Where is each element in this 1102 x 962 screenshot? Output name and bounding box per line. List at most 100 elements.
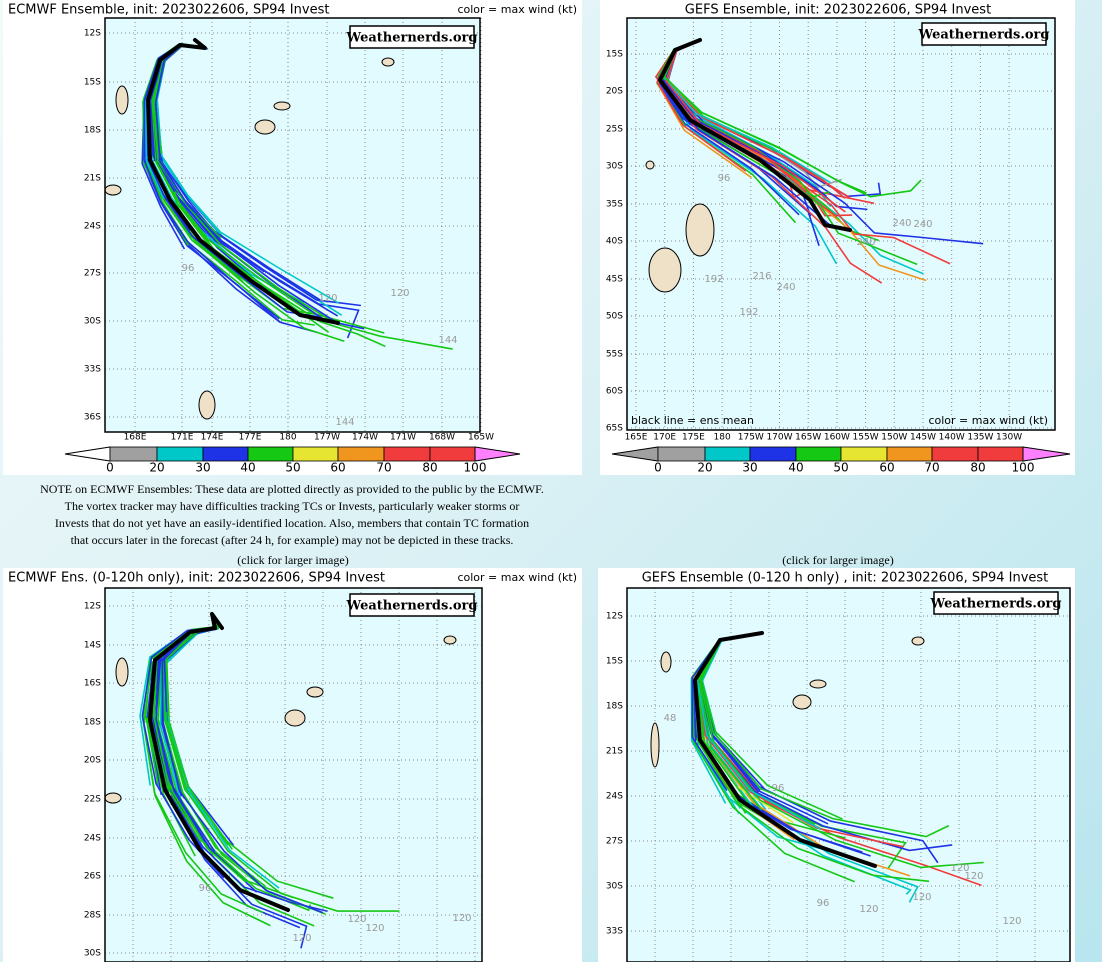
forecast-hour-label: 192 — [704, 274, 723, 285]
longitude-label: 155W — [853, 433, 879, 443]
longitude-label: 140W — [939, 433, 965, 443]
longitude-label: 175E — [682, 433, 705, 443]
longitude-label: 171E — [171, 433, 194, 443]
latitude-label: 30S — [84, 949, 101, 959]
longitude-label: 165W — [795, 433, 821, 443]
latitude-label: 16S — [84, 679, 101, 689]
watermark: Weathernerds.org — [346, 599, 478, 614]
land — [104, 792, 122, 804]
colorbar-segment — [931, 446, 979, 462]
latitude-label: 12S — [84, 602, 101, 612]
ensemble-mean-track — [146, 38, 340, 325]
note-line: Invests that do not yet have an easily-i… — [55, 516, 529, 530]
colorbar-segment — [337, 446, 385, 462]
colorbar-segment — [247, 446, 294, 462]
land — [115, 85, 129, 115]
colorbar-label: 60 — [330, 461, 345, 475]
colorbar-label: 30 — [195, 461, 210, 475]
forecast-hour-label: 96 — [817, 898, 830, 909]
land — [254, 119, 276, 135]
ensemble-tracks — [139, 611, 400, 949]
colorbar-label: 20 — [149, 461, 164, 475]
forecast-hour-label: 216 — [752, 271, 771, 282]
longitude-label: 165E — [625, 433, 648, 443]
latitude-label: 18S — [84, 126, 101, 136]
colorbar-segment — [109, 446, 158, 462]
map-frame — [104, 17, 481, 433]
land — [911, 636, 925, 646]
latitude-label: 22S — [84, 795, 101, 805]
colorbar-label: 50 — [833, 461, 848, 475]
watermark-box — [349, 593, 475, 617]
longitude-label: 180 — [714, 433, 731, 443]
forecast-hour-label: 120 — [292, 933, 311, 944]
colorbar-segment — [657, 446, 706, 462]
forecast-hour-label: 96 — [718, 173, 731, 184]
land — [381, 57, 395, 67]
colorbar-label: 0 — [106, 461, 114, 475]
colorbar-label: 100 — [464, 461, 487, 475]
land — [284, 709, 306, 727]
latitude-label: 20S — [84, 756, 101, 766]
colorbar-segment — [292, 446, 339, 462]
panel-title: GEFS Ensemble, init: 2023022606, SP94 In… — [685, 3, 991, 18]
forecast-hour-label: 240 — [776, 282, 795, 293]
longitude-label: 174E — [201, 433, 224, 443]
watermark-box — [933, 591, 1059, 615]
colorbar-segment — [429, 446, 476, 462]
colorbar-segment — [977, 446, 1024, 462]
forecast-hour-label: 48 — [664, 713, 677, 724]
land — [650, 722, 660, 768]
forecast-hour-label: 192 — [739, 307, 758, 318]
click-link[interactable]: (click for larger image) — [237, 553, 348, 567]
latitude-label: 18S — [606, 702, 623, 712]
watermark-box — [349, 25, 475, 49]
mean-note: black line = ens mean — [631, 414, 754, 427]
forecast-hour-label: 120 — [964, 871, 983, 882]
latitude-label: 21S — [606, 747, 623, 757]
latitude-label: 15S — [84, 78, 101, 88]
forecast-hour-label: 120 — [950, 863, 969, 874]
latitude-label: 26S — [84, 872, 101, 882]
colorbar-segment — [749, 446, 797, 462]
forecast-hour-label: 96 — [199, 883, 212, 894]
latitude-label: 27S — [606, 837, 623, 847]
latitude-label: 30S — [606, 162, 623, 172]
forecast-hour-label: 96 — [772, 783, 785, 794]
map-frame — [626, 587, 1071, 962]
longitude-label: 145W — [910, 433, 936, 443]
legend-note: color = max wind (kt) — [457, 571, 577, 584]
land — [809, 679, 827, 689]
longitude-label: 171W — [390, 433, 416, 443]
latitude-label: 24S — [606, 792, 623, 802]
colorbar-label: 60 — [879, 461, 894, 475]
latitude-label: 35S — [606, 200, 623, 210]
land — [792, 694, 812, 710]
latitude-label: 12S — [606, 612, 623, 622]
colorbar-label: 80 — [422, 461, 437, 475]
latitude-label: 28S — [84, 911, 101, 921]
land — [645, 160, 655, 170]
colorbar-segment — [795, 446, 842, 462]
ensemble-mean-track — [148, 612, 290, 912]
longitude-label: 170W — [766, 433, 792, 443]
click-link[interactable]: (click for larger image) — [782, 553, 893, 567]
land — [306, 686, 324, 698]
colorbar-label: 70 — [376, 461, 391, 475]
longitude-label: 170E — [653, 433, 676, 443]
colorbar-label: 70 — [924, 461, 939, 475]
longitude-label: 180 — [279, 433, 296, 443]
longitude-label: 174W — [352, 433, 378, 443]
colorbar-label: 50 — [285, 461, 300, 475]
latitude-label: 15S — [606, 657, 623, 667]
colorbar-segment — [156, 446, 204, 462]
forecast-hour-label: 120 — [912, 892, 931, 903]
colorbar-arrow — [1022, 446, 1071, 462]
land — [273, 101, 291, 111]
forecast-hour-label: 144 — [335, 417, 354, 428]
colorbar-label: 40 — [788, 461, 803, 475]
watermark-box — [921, 22, 1047, 46]
